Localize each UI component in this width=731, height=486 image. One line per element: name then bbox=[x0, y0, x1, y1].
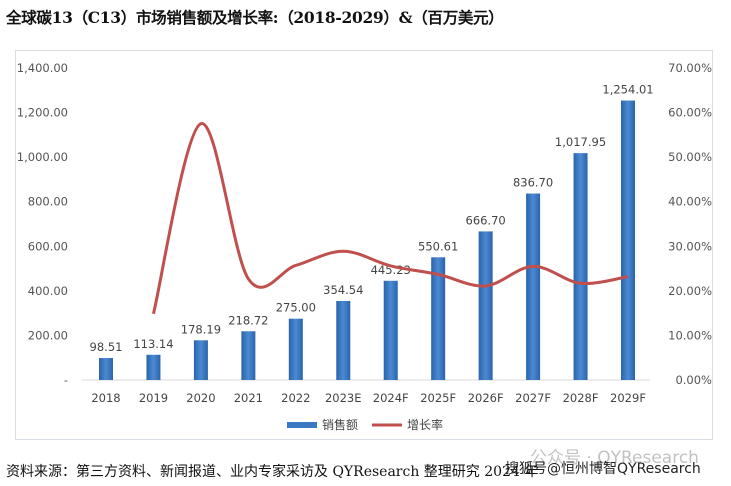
bar-data-label: 666.70 bbox=[466, 213, 506, 227]
x-tick-label: 2026F bbox=[468, 391, 504, 405]
page-title: 全球碳13（C13）市场销售额及增长率:（2018-2029）&（百万美元） bbox=[6, 8, 504, 27]
x-tick-label: 2027F bbox=[515, 391, 551, 405]
bar bbox=[146, 354, 161, 380]
x-tick-label: 2022 bbox=[281, 391, 310, 405]
bar bbox=[288, 318, 303, 380]
right-tick-label: 0.00% bbox=[675, 373, 712, 387]
left-tick-label: 1,000.00 bbox=[17, 150, 68, 164]
bar bbox=[431, 257, 446, 380]
x-tick-label: 2025F bbox=[420, 391, 456, 405]
bar bbox=[573, 153, 588, 380]
x-tick-label: 2021 bbox=[234, 391, 263, 405]
x-tick-label: 2018 bbox=[91, 391, 120, 405]
left-tick-label: 600.00 bbox=[28, 239, 68, 253]
right-tick-label: 50.00% bbox=[668, 150, 712, 164]
chart-frame bbox=[15, 50, 713, 440]
bar bbox=[526, 193, 541, 380]
bar-data-label: 836.70 bbox=[513, 176, 553, 190]
right-tick-label: 30.00% bbox=[668, 239, 712, 253]
bar bbox=[193, 340, 208, 380]
bar bbox=[478, 231, 493, 380]
bar bbox=[621, 100, 635, 380]
bar bbox=[99, 358, 113, 380]
right-tick-label: 20.00% bbox=[668, 284, 712, 298]
bar-data-label: 354.54 bbox=[323, 283, 363, 297]
left-tick-label: 400.00 bbox=[28, 284, 68, 298]
bar-data-label: 1,254.01 bbox=[602, 83, 653, 97]
bar-data-label: 178.19 bbox=[181, 322, 221, 336]
legend-bar-label: 销售额 bbox=[322, 417, 358, 432]
bar-data-label: 1,017.95 bbox=[555, 135, 606, 149]
x-tick-label: 2019 bbox=[139, 391, 168, 405]
x-tick-label: 2020 bbox=[186, 391, 215, 405]
bar-data-label: 550.61 bbox=[418, 239, 458, 253]
x-tick-label: 2029F bbox=[610, 391, 646, 405]
x-tick-label: 2028F bbox=[563, 391, 599, 405]
x-tick-label: 2023E bbox=[325, 391, 362, 405]
growth-rate-line bbox=[151, 122, 629, 315]
left-tick-label: 800.00 bbox=[28, 195, 68, 209]
bar bbox=[383, 280, 398, 380]
x-tick-label: 2024F bbox=[373, 391, 409, 405]
legend-bar-swatch bbox=[287, 422, 317, 428]
bar-data-label: 113.14 bbox=[133, 337, 173, 351]
right-tick-label: 40.00% bbox=[668, 195, 712, 209]
legend-line-label: 增长率 bbox=[407, 417, 443, 432]
bar bbox=[336, 300, 351, 380]
bar-data-label: 275.00 bbox=[276, 301, 316, 315]
left-tick-label: - bbox=[64, 373, 68, 387]
source-note: 资料来源：第三方资料、新闻报道、业内专家采访及 QYResearch 整理研究 … bbox=[6, 464, 539, 480]
left-tick-label: 1,400.00 bbox=[17, 61, 68, 75]
bar-data-label: 98.51 bbox=[90, 340, 123, 354]
right-tick-label: 70.00% bbox=[668, 61, 712, 75]
watermark-wechat: 公众号 · QYResearch bbox=[530, 448, 699, 468]
bar bbox=[241, 331, 256, 380]
bar-data-label: 445.23 bbox=[371, 263, 411, 277]
bar-data-label: 218.72 bbox=[228, 313, 268, 327]
right-tick-label: 10.00% bbox=[668, 328, 712, 342]
watermark: 搜狐号@恒州博智QYResearch bbox=[505, 461, 701, 477]
right-tick-label: 60.00% bbox=[668, 106, 712, 120]
left-tick-label: 200.00 bbox=[28, 328, 68, 342]
left-tick-label: 1,200.00 bbox=[17, 106, 68, 120]
